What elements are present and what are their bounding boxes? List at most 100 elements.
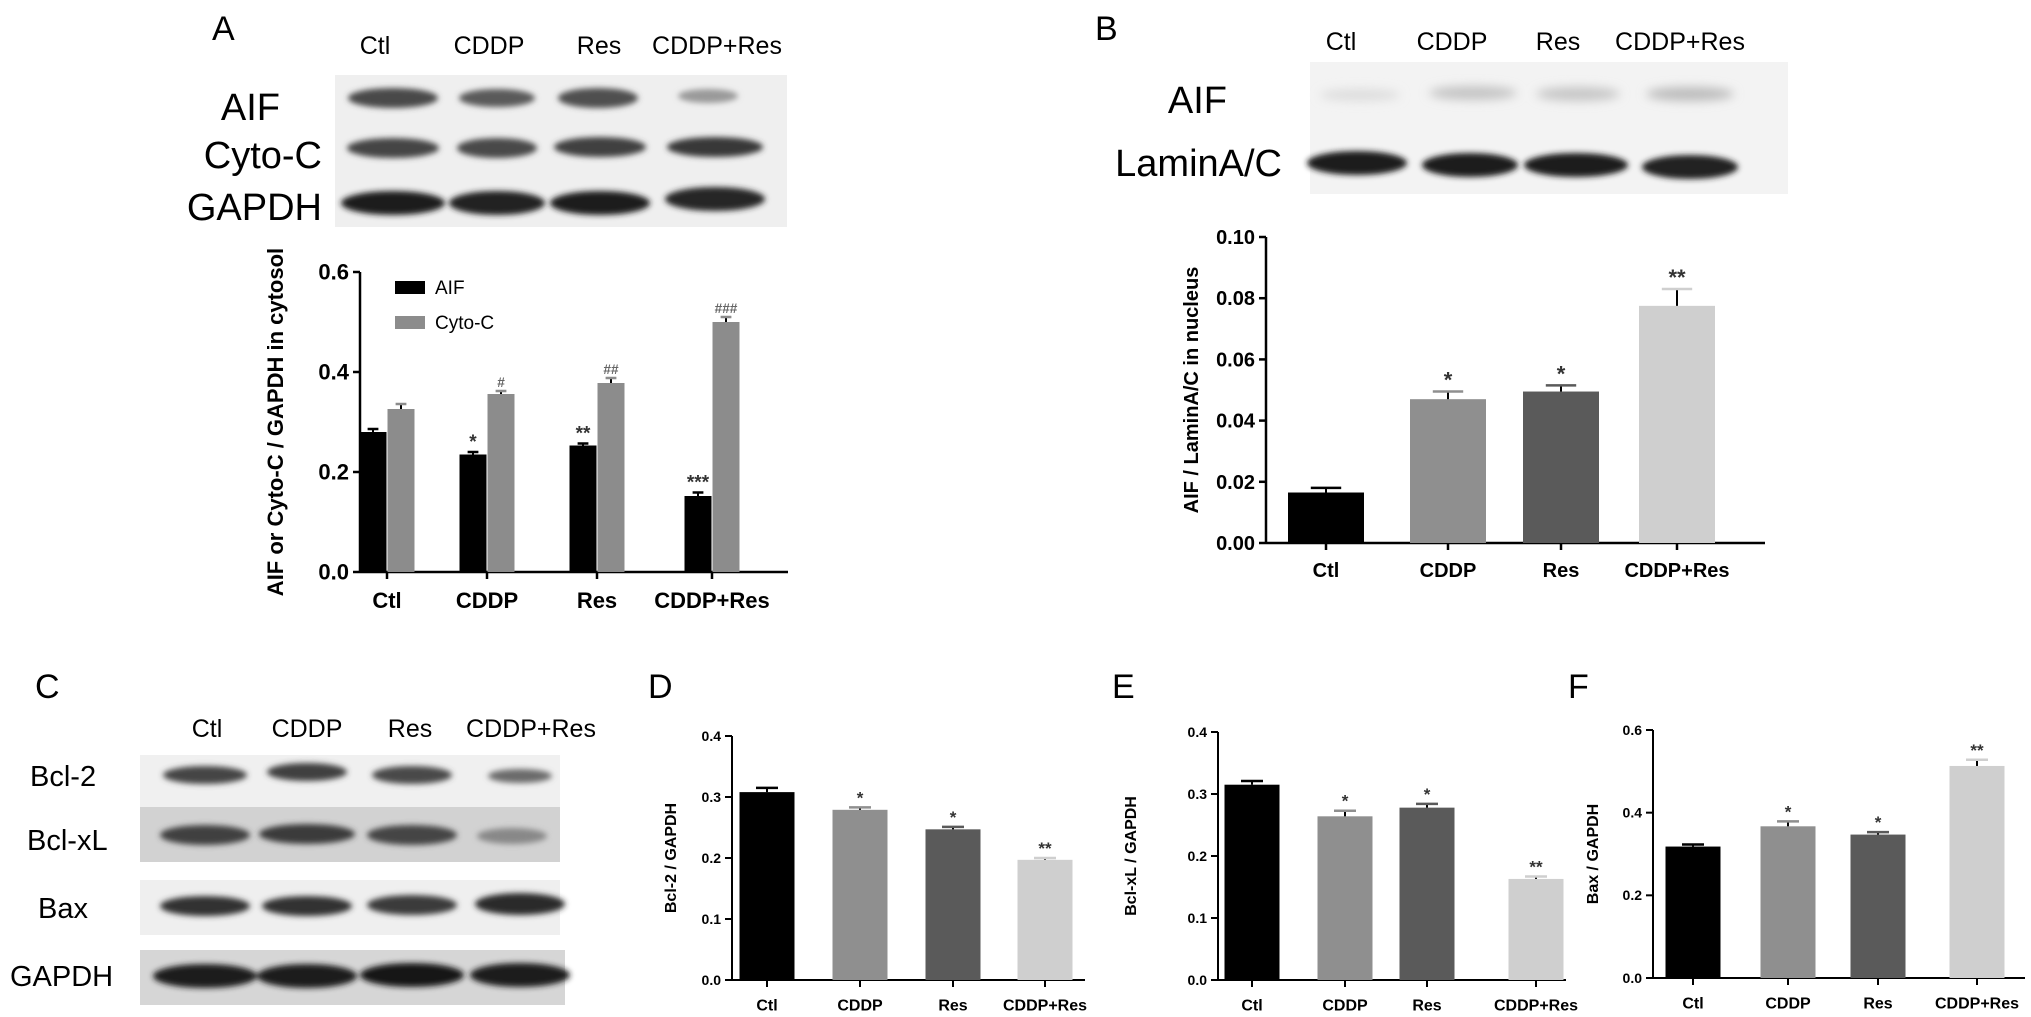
y-tick-label: 0.0: [702, 972, 722, 988]
chart-f: 0.0 0.2 0.4 0.6 Bax / GAPDH Ctl CDDP Res CDDP+Re…: [1585, 722, 2025, 1012]
significance-mark: **: [1529, 857, 1543, 876]
significance-mark: **: [1970, 741, 1984, 760]
panel-letter-f: F: [1568, 668, 1589, 706]
western-blot-b: Ctl CDDP Res CDDP+Res AIF LaminA/C: [1115, 28, 1788, 194]
chart-e: 0.0 0.1 0.2 0.3 0.4 Bcl-xL / GAPDH Ctl CDDP Res C…: [1123, 724, 1578, 1015]
significance-mark: *: [857, 788, 864, 807]
significance-mark: **: [1038, 839, 1052, 858]
blot-lane-label: CDDP+Res: [466, 715, 596, 743]
bar: [597, 383, 625, 572]
panel-letter-b: B: [1095, 10, 1118, 48]
significance-mark: *: [1342, 792, 1349, 811]
y-tick-label: 0.02: [1216, 472, 1255, 494]
significance-mark: *: [469, 432, 477, 453]
bar: [359, 432, 387, 572]
blot-lane-label: Res: [388, 715, 432, 743]
bar: [569, 445, 597, 572]
x-tick-label: Ctl: [1241, 997, 1262, 1014]
significance-mark: #: [497, 375, 505, 390]
blot-lane-label: Res: [577, 32, 621, 60]
y-tick-label: 0.4: [1623, 805, 1643, 821]
blot-lane-label: CDDP: [1417, 28, 1488, 56]
panel-letter-d: D: [648, 668, 673, 706]
panel-letter-e: E: [1112, 668, 1135, 706]
y-tick-label: 0.1: [702, 911, 722, 927]
bar: [1760, 826, 1816, 978]
significance-mark: **: [576, 424, 591, 445]
y-tick-label: 0.6: [1623, 722, 1643, 738]
x-tick-label: CDDP: [456, 588, 518, 613]
bar: [1508, 878, 1564, 980]
bar: [387, 409, 415, 572]
blot-row-label: LaminA/C: [1115, 143, 1282, 185]
y-tick-label: 0.4: [702, 728, 722, 744]
legend-label: AIF: [435, 278, 465, 299]
chart-b: 0.00 0.02 0.04 0.06 0.08 0.10 AIF / LaminA/C i…: [1181, 227, 1765, 582]
blot-row-label: Cyto-C: [204, 135, 322, 177]
x-tick-label: Ctl: [372, 588, 401, 613]
bar: [459, 454, 487, 572]
significance-mark: ##: [603, 362, 619, 377]
x-tick-label: Res: [1863, 995, 1892, 1012]
y-tick-label: 0.06: [1216, 349, 1255, 371]
x-tick-label: CDDP: [837, 997, 883, 1014]
y-tick-label: 0.0: [1188, 972, 1208, 988]
legend-swatch: [395, 316, 425, 329]
bar: [832, 809, 888, 980]
panel-letter-a: A: [212, 10, 235, 48]
chart-a: 0.0 0.2 0.4 0.6 AIF or Cyto-C / GAPDH in cyt…: [263, 248, 788, 613]
bar: [925, 829, 981, 980]
bar: [1017, 859, 1073, 980]
x-tick-label: CDDP+Res: [1624, 560, 1729, 582]
bar: [1224, 784, 1280, 980]
legend-label: Cyto-C: [435, 313, 494, 334]
y-tick-label: 0.2: [1623, 887, 1643, 903]
x-tick-label: CDDP: [1765, 995, 1811, 1012]
bar: [1639, 305, 1715, 543]
x-tick-label: CDDP: [1420, 560, 1477, 582]
blot-row-label: GAPDH: [187, 187, 322, 229]
blot-row-label: AIF: [1168, 80, 1227, 122]
y-tick-label: 0.6: [318, 260, 349, 285]
x-tick-label: CDDP+Res: [1003, 997, 1087, 1014]
y-axis-label: Bax / GAPDH: [1585, 804, 1602, 904]
x-tick-label: Ctl: [1682, 995, 1703, 1012]
y-tick-label: 0.4: [1188, 724, 1208, 740]
western-blot-a: Ctl CDDP Res CDDP+Res AIF Cyto-C GAPDH: [187, 32, 787, 229]
blot-lane-label: CDDP+Res: [1615, 28, 1745, 56]
significance-mark: *: [950, 808, 957, 827]
bar: [684, 496, 712, 572]
chart-d: 0.0 0.1 0.2 0.3 0.4 Bcl-2 / GAPDH Ctl CDDP Res CD…: [663, 728, 1087, 1015]
y-axis-label: AIF or Cyto-C / GAPDH in cytosol: [263, 248, 288, 596]
significance-mark: *: [1444, 368, 1453, 393]
y-axis-label: AIF / LaminA/C in nucleus: [1181, 267, 1203, 514]
y-tick-label: 0.0: [1623, 970, 1643, 986]
y-tick-label: 0.00: [1216, 533, 1255, 555]
legend-swatch: [395, 281, 425, 294]
x-tick-label: Res: [1412, 997, 1441, 1014]
bar: [1665, 846, 1721, 978]
x-tick-label: Res: [577, 588, 617, 613]
blot-row-label: Bax: [38, 893, 88, 925]
x-tick-label: CDDP+Res: [1494, 997, 1578, 1014]
bar: [1949, 765, 2005, 978]
y-tick-label: 0.2: [318, 460, 349, 485]
x-tick-label: Res: [1543, 560, 1580, 582]
significance-mark: **: [1668, 265, 1686, 290]
western-blot-c: Ctl CDDP Res CDDP+Res Bcl-2 Bcl-xL Bax G…: [10, 715, 596, 1005]
blot-lane-label: Ctl: [192, 715, 223, 743]
blot-lane-label: CDDP: [272, 715, 343, 743]
y-tick-label: 0.04: [1216, 411, 1256, 433]
x-tick-label: CDDP+Res: [1935, 995, 2019, 1012]
bar: [1850, 834, 1906, 978]
bar: [487, 394, 515, 572]
y-tick-label: 0.10: [1216, 227, 1255, 249]
blot-row-label: AIF: [221, 87, 280, 129]
blot-lane-label: CDDP: [454, 32, 525, 60]
significance-mark: *: [1875, 813, 1882, 832]
x-tick-label: CDDP+Res: [654, 588, 770, 613]
bar: [1410, 399, 1486, 543]
bar: [739, 792, 795, 980]
y-tick-label: 0.2: [702, 850, 722, 866]
